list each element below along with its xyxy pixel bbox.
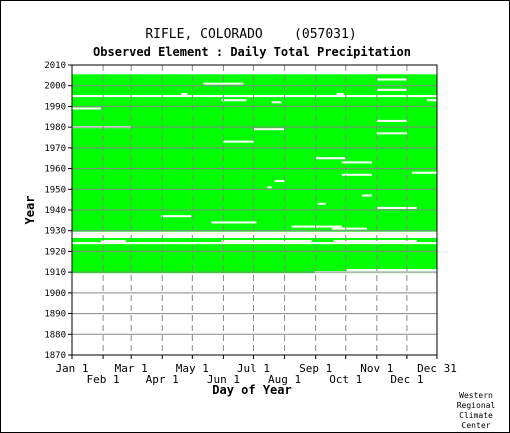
missing-segment: [376, 78, 407, 81]
y-axis-label: Year: [23, 196, 37, 225]
missing-segment: [315, 157, 346, 160]
missing-segment: [161, 215, 192, 218]
y-tick-label: 1950: [44, 185, 66, 195]
x-tick-label: Apr 1: [146, 373, 179, 386]
missing-segment: [376, 206, 417, 209]
y-tick-label: 1890: [44, 310, 66, 320]
x-tick-label: Mar 1: [115, 362, 148, 375]
y-tick-label: 1910: [44, 268, 66, 278]
missing-segment: [181, 92, 188, 96]
missing-segment: [274, 179, 285, 183]
missing-segment: [72, 107, 102, 110]
x-tick-label: Jan 1: [55, 362, 88, 375]
missing-segment: [426, 99, 437, 102]
missing-segment: [411, 171, 437, 174]
y-tick-label: 1930: [44, 227, 66, 237]
missing-segment: [211, 221, 257, 224]
y-tick-label: 1880: [44, 330, 66, 340]
missing-segment: [223, 140, 254, 143]
x-tick-label: Oct 1: [329, 373, 362, 386]
y-tick-label: 2000: [44, 82, 66, 92]
y-tick-label: 1990: [44, 102, 66, 112]
x-tick-label: Jul 1: [237, 362, 270, 375]
missing-segment: [72, 242, 437, 245]
y-tick-label: 1920: [44, 247, 66, 257]
missing-segment: [341, 173, 372, 176]
missing-segment: [333, 240, 417, 243]
coverage-block: [72, 74, 437, 234]
x-tick-label: Dec 1: [390, 373, 423, 386]
y-tick-label: 1940: [44, 206, 66, 216]
chart-title: RIFLE, COLORADO (057031): [145, 27, 356, 42]
missing-segment: [253, 128, 285, 131]
missing-segment: [101, 240, 127, 243]
plot-area: 1870 1880 1890 1900 1910 1920 1930 1940 1950 1960…: [44, 61, 457, 386]
x-tick-label: May 1: [176, 362, 209, 375]
missing-segment: [346, 269, 437, 272]
y-tick-label: 1970: [44, 144, 66, 154]
y-tick-label: 1980: [44, 123, 66, 133]
x-tick-label: Sep 1: [299, 362, 332, 375]
x-tick-label: Aug 1: [268, 373, 301, 386]
missing-segment: [291, 225, 342, 228]
missing-segment: [376, 119, 407, 122]
missing-segment: [267, 186, 272, 189]
missing-segment: [376, 88, 407, 91]
missing-segment: [376, 132, 407, 135]
credit-block: Western Regional Climate Center: [457, 391, 496, 430]
missing-segment: [221, 99, 247, 102]
missing-segment: [72, 95, 437, 98]
credit-line: Western: [459, 391, 493, 400]
credit-line: Regional: [457, 401, 496, 410]
missing-segment: [317, 202, 326, 205]
missing-segment: [331, 227, 367, 230]
y-tick-label: 1900: [44, 289, 66, 299]
credit-line: Climate: [459, 411, 493, 420]
missing-segment: [336, 92, 344, 96]
credit-line: Center: [462, 421, 491, 430]
x-tick-label: Feb 1: [87, 373, 120, 386]
missing-segment: [361, 194, 372, 197]
x-tick-label: Jun 1: [207, 373, 240, 386]
y-tick-label: 2010: [44, 61, 66, 71]
y-tick-label: 1960: [44, 165, 66, 175]
missing-segment: [221, 240, 312, 243]
missing-segment: [271, 101, 282, 104]
missing-segment: [72, 231, 437, 234]
x-tick-label: Dec 31: [417, 362, 457, 375]
chart-subtitle: Observed Element : Daily Total Precipita…: [93, 45, 411, 59]
missing-segment: [341, 161, 372, 164]
missing-segment: [203, 82, 244, 85]
y-tick-label: 1870: [44, 351, 66, 361]
x-tick-label: Nov 1: [360, 362, 393, 375]
x-axis-label: Day of Year: [212, 383, 291, 397]
